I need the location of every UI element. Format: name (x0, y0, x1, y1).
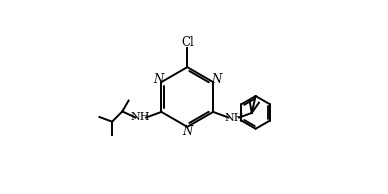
Text: Cl: Cl (181, 36, 194, 49)
Text: N: N (153, 73, 163, 86)
Text: N: N (182, 125, 192, 138)
Text: N: N (211, 73, 222, 86)
Text: NH: NH (131, 112, 151, 122)
Text: NH: NH (225, 113, 244, 123)
